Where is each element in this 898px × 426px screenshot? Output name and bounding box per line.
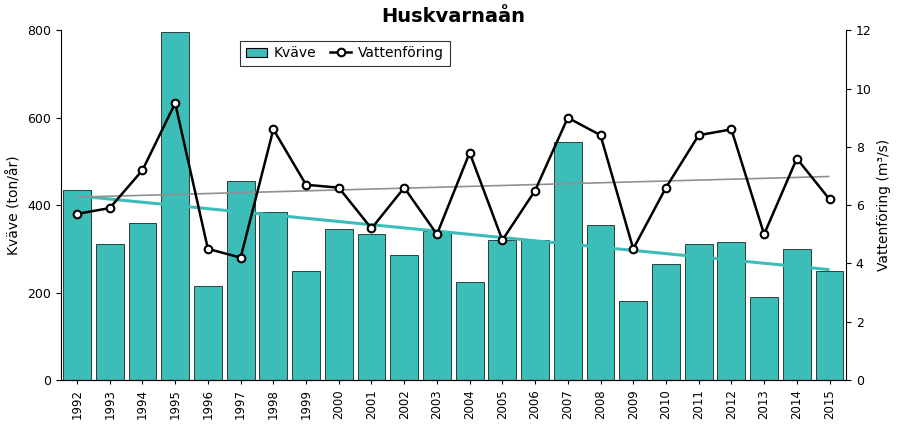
Bar (521, 240, 549, 380)
Bar (718, 242, 745, 380)
Bar (554, 142, 582, 380)
Y-axis label: Vattenföring (m³/s): Vattenföring (m³/s) (877, 139, 891, 271)
Bar (586, 225, 614, 380)
Bar (325, 229, 353, 380)
Bar (620, 301, 647, 380)
Bar (423, 231, 451, 380)
Legend: Kväve, Vattenföring: Kväve, Vattenföring (241, 41, 450, 66)
Bar (292, 271, 320, 380)
Bar (489, 240, 516, 380)
Bar (652, 264, 680, 380)
Y-axis label: Kväve (ton/år): Kväve (ton/år) (7, 155, 22, 255)
Bar (750, 297, 778, 380)
Bar (357, 233, 385, 380)
Bar (391, 256, 418, 380)
Bar (226, 181, 254, 380)
Bar (260, 212, 287, 380)
Bar (783, 249, 811, 380)
Bar (128, 223, 156, 380)
Bar (456, 282, 483, 380)
Bar (63, 190, 91, 380)
Bar (96, 245, 124, 380)
Bar (685, 245, 713, 380)
Bar (194, 286, 222, 380)
Bar (162, 32, 189, 380)
Title: Huskvarnaån: Huskvarnaån (382, 7, 525, 26)
Bar (815, 271, 843, 380)
